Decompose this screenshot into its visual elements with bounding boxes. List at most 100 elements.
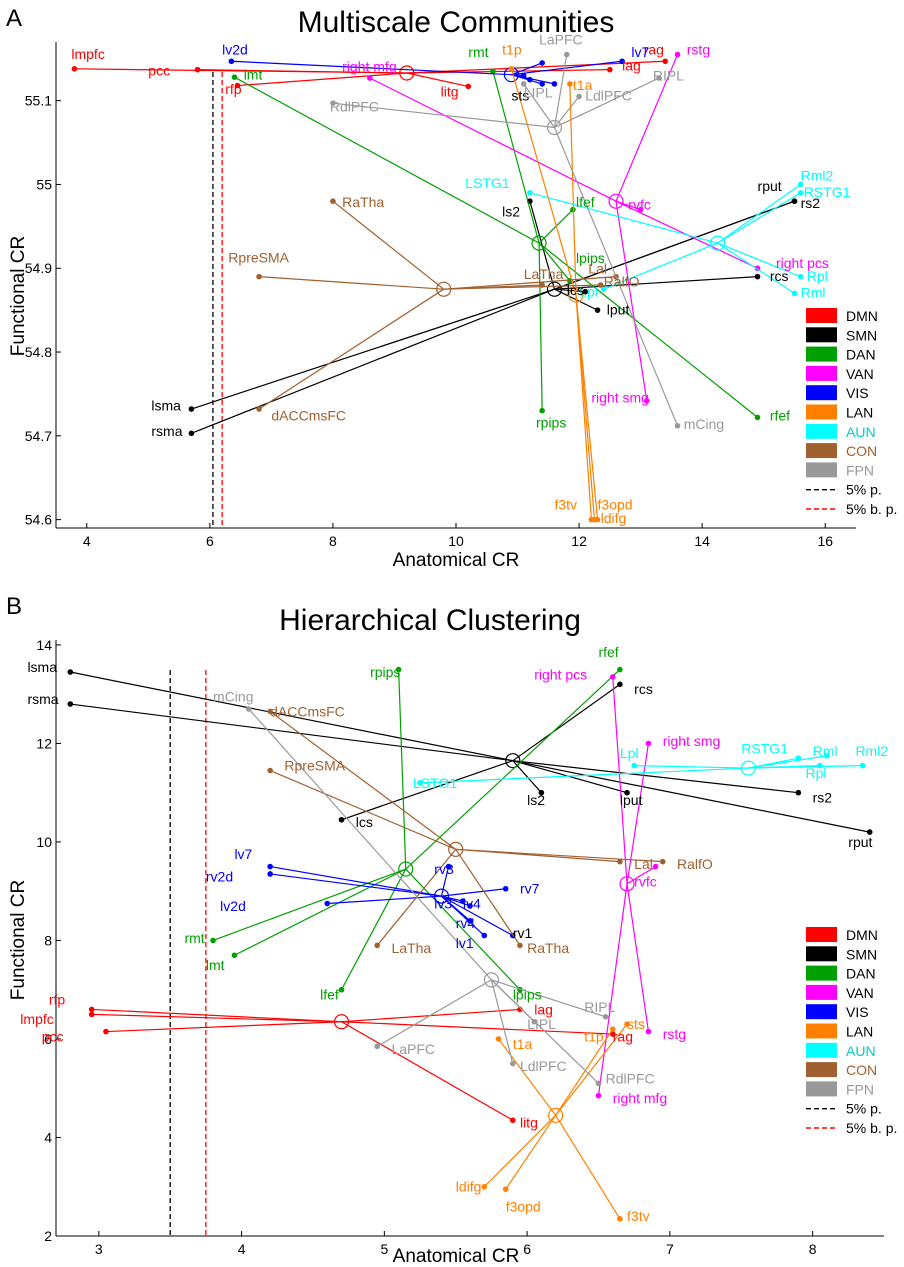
legend-label: LAN — [846, 405, 873, 421]
community-centroid — [608, 193, 624, 209]
node-point — [520, 81, 527, 87]
node-label: rv7 — [520, 881, 540, 897]
spoke-line — [717, 242, 801, 278]
node-point — [824, 752, 830, 759]
node-point — [624, 1021, 630, 1027]
spoke-line — [455, 848, 663, 863]
community-centroid — [483, 972, 500, 988]
node-label: RalfO — [677, 856, 713, 872]
node-label: lv7 — [234, 846, 252, 862]
x-tick-label: 8 — [809, 1241, 817, 1257]
node-point — [795, 789, 802, 796]
spoke-line — [512, 760, 870, 833]
community-centroid — [333, 1014, 350, 1030]
node-label: lag — [534, 1001, 553, 1017]
node-label: t1p — [584, 1028, 604, 1044]
node-point — [643, 397, 650, 404]
node-label: Lpl — [620, 745, 639, 761]
panel-a-title: Multiscale Communities — [298, 6, 615, 39]
spoke-line — [269, 769, 456, 850]
spoke-line — [231, 60, 512, 76]
community-centroid — [399, 65, 415, 81]
node-label: Rml2 — [801, 167, 834, 183]
spoke-line — [332, 102, 555, 129]
node-point — [231, 952, 238, 959]
node-point — [563, 51, 570, 58]
spoke-line — [626, 883, 650, 1032]
node-label: rsma — [27, 691, 58, 707]
node-point — [71, 66, 78, 72]
community-centroid — [619, 876, 635, 892]
community-centroid — [505, 753, 521, 769]
spoke-line — [443, 284, 601, 290]
spoke-line — [615, 54, 679, 202]
y-tick-label: 4 — [44, 1129, 52, 1145]
node-point — [517, 942, 523, 949]
node-point — [567, 81, 573, 87]
node-point — [674, 422, 681, 429]
y-tick-label: 54.6 — [25, 512, 52, 528]
node-point — [338, 816, 345, 823]
node-label: rcs — [634, 681, 653, 697]
node-label: lv4 — [463, 895, 481, 911]
node-point — [539, 407, 545, 414]
community-centroid — [433, 888, 450, 904]
node-label: lcs — [356, 814, 373, 830]
node-point — [490, 68, 496, 75]
legend-swatch — [806, 984, 837, 1000]
spoke-line — [510, 68, 577, 296]
spoke-line — [492, 71, 540, 244]
node-point — [510, 1117, 516, 1124]
node-label: right smg — [591, 389, 649, 405]
spoke-line — [529, 192, 718, 244]
node-label: rag — [613, 1028, 633, 1044]
node-label: RSTG1 — [741, 740, 788, 756]
node-label: pcc — [148, 63, 170, 79]
node-label: Rpl — [805, 765, 826, 781]
node-point — [103, 1028, 109, 1035]
x-tick-label: 3 — [95, 1241, 103, 1257]
node-label: ldifg — [456, 1179, 482, 1195]
node-label: RalfO — [604, 274, 640, 290]
panel-a-plot: 4 6 8 10 12 14 16 54.6 54.7 54.8 54.9 55 55.1 lmpfc pc… — [25, 32, 898, 549]
community-centroid — [531, 235, 547, 251]
spoke-line — [634, 765, 749, 769]
node-point — [467, 917, 473, 924]
node-point — [617, 666, 623, 673]
spoke-line — [406, 72, 469, 87]
node-point — [645, 1028, 652, 1035]
node-point — [594, 307, 601, 313]
node-point — [231, 74, 238, 80]
node-label: rag — [644, 42, 664, 58]
node-point — [659, 858, 666, 865]
legend-label: VAN — [846, 366, 874, 382]
legend-label: DMN — [846, 308, 878, 324]
node-label: rput — [848, 834, 872, 850]
spoke-line — [538, 242, 571, 282]
spoke-line — [554, 77, 660, 129]
spoke-line — [441, 895, 471, 907]
node-point — [617, 1215, 623, 1222]
spoke-line — [341, 1021, 514, 1121]
spoke-line — [612, 676, 628, 884]
node-point — [645, 740, 652, 747]
legend-label: DAN — [846, 966, 876, 982]
spoke-line — [340, 868, 407, 991]
node-point — [591, 516, 598, 523]
node-point — [602, 1014, 609, 1020]
spoke-line — [234, 868, 407, 956]
community-centroid — [568, 287, 584, 303]
node-label: LaPFC — [539, 32, 583, 48]
node-point — [267, 863, 273, 870]
node-label: RIPL — [653, 68, 684, 84]
spoke-line — [505, 1114, 557, 1190]
node-label: litg — [520, 1115, 538, 1131]
legend-swatch — [806, 365, 837, 381]
node-point — [595, 1092, 602, 1099]
spoke-line — [511, 60, 623, 76]
panel-b-title: Hierarchical Clustering — [279, 604, 581, 637]
spoke-line — [327, 895, 442, 905]
spoke-line — [270, 865, 442, 897]
node-label: LIPL — [524, 84, 553, 100]
spoke-line — [269, 710, 457, 850]
